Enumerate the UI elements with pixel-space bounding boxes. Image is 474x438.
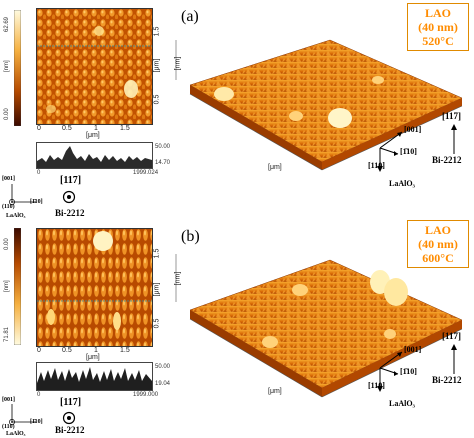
y-tick-b-1: 1.5 bbox=[153, 248, 161, 259]
x-tick-a-2: 0.5 bbox=[62, 125, 72, 132]
profile-b-rb: 19.04 bbox=[155, 381, 171, 387]
scale-unit-b: [nm] bbox=[4, 280, 10, 292]
scale-top-b: 0.00 bbox=[4, 238, 10, 250]
dir-b-110: [110] bbox=[368, 381, 385, 390]
legend-a-110: (110) bbox=[2, 204, 15, 210]
x-tick-a-3: 1 bbox=[94, 125, 98, 132]
lao-box-a: LAO (40 nm) 520°C bbox=[407, 3, 469, 51]
profile-a-right: 1999.024 bbox=[133, 170, 159, 176]
scale-bottom-a: 0.00 bbox=[4, 108, 10, 120]
panel-label-a: (a) bbox=[181, 8, 199, 25]
line-profile-b bbox=[36, 362, 153, 391]
dir-a-1bar10: [1̄10] bbox=[400, 147, 417, 156]
x-tick-a-4: 1.5 bbox=[120, 125, 130, 132]
out-of-plane-icon-a bbox=[62, 190, 76, 209]
legend-b-001: [001] bbox=[2, 397, 15, 403]
legend-b-substrate: LaAlO₃ bbox=[6, 431, 26, 437]
x-unit-a: [μm] bbox=[86, 132, 100, 139]
dir-b-bi: Bi-2212 bbox=[432, 375, 462, 385]
legend-a-117: [117] bbox=[60, 175, 82, 186]
lao-b-line2: (40 nm) bbox=[418, 237, 458, 251]
afm-2d-image-b bbox=[36, 228, 153, 347]
afm-3d-surface-b bbox=[172, 240, 472, 420]
lao-box-b: LAO (40 nm) 600°C bbox=[407, 220, 469, 268]
lao-a-line1: LAO bbox=[424, 6, 451, 20]
axis-3d-y-a: [μm] bbox=[268, 164, 282, 171]
dir-a-bi: Bi-2212 bbox=[432, 155, 462, 165]
legend-b-bi: Bi-2212 bbox=[55, 425, 85, 435]
scale-top-a: 62.69 bbox=[4, 16, 10, 32]
scale-unit-a: [nm] bbox=[4, 60, 10, 72]
y-tick-a-2: [μm] bbox=[153, 58, 161, 73]
y-tick-a-1: 1.5 bbox=[153, 26, 161, 37]
axis-3d-y-b: [μm] bbox=[268, 388, 282, 395]
dir-b-substrate: LaAlO₃ bbox=[389, 399, 415, 408]
legend-a-001: [001] bbox=[2, 176, 15, 182]
dir-a-001: [001] bbox=[404, 125, 422, 134]
profile-a-rt: 50.00 bbox=[155, 144, 171, 150]
x-tick-b-3: 1 bbox=[94, 347, 98, 354]
orientation-legend-b bbox=[6, 392, 46, 432]
legend-a-bi: Bi-2212 bbox=[55, 208, 85, 218]
x-tick-b-4: 1.5 bbox=[120, 347, 130, 354]
dir-b-117: [117] bbox=[442, 331, 461, 341]
y-tick-a-3: 0.5 bbox=[153, 94, 161, 105]
profile-b-rt: 50.00 bbox=[155, 364, 171, 370]
out-of-plane-icon-b bbox=[62, 411, 76, 430]
y-tick-b-2: [μm] bbox=[153, 282, 161, 297]
arrow-up-b bbox=[450, 344, 458, 379]
legend-b-1bar10: [1̄10] bbox=[30, 419, 43, 425]
orientation-legend-a bbox=[6, 172, 46, 212]
color-scale-a bbox=[13, 9, 22, 127]
legend-b-117: [117] bbox=[60, 397, 82, 408]
lao-b-line3: 600°C bbox=[422, 251, 454, 265]
line-profile-a bbox=[36, 142, 153, 169]
afm-3d-surface-a bbox=[172, 20, 472, 195]
dir-b-1bar10: [1̄10] bbox=[400, 367, 417, 376]
profile-a-left: 0 bbox=[37, 170, 41, 176]
direction-axes-a bbox=[372, 118, 432, 178]
profile-b-left: 0 bbox=[37, 392, 41, 398]
profile-a-rb: 14.70 bbox=[155, 160, 171, 166]
dir-a-110: [110] bbox=[368, 161, 385, 170]
legend-a-substrate: LaAlO₃ bbox=[6, 213, 26, 219]
profile-b-right: 1999.000 bbox=[133, 392, 159, 398]
color-scale-b bbox=[13, 227, 22, 346]
direction-axes-b bbox=[372, 338, 432, 398]
x-unit-b: [μm] bbox=[86, 354, 100, 361]
dir-a-117: [117] bbox=[442, 111, 461, 121]
arrow-up-a bbox=[450, 124, 458, 159]
axis-z-b: [nm] bbox=[174, 271, 182, 286]
scale-bottom-b: 71.81 bbox=[4, 326, 10, 342]
lao-a-line2: (40 nm) bbox=[418, 20, 458, 34]
dir-b-001: [001] bbox=[404, 345, 422, 354]
lao-a-line3: 520°C bbox=[422, 34, 454, 48]
x-tick-b-2: 0.5 bbox=[62, 347, 72, 354]
legend-b-110: (110) bbox=[2, 424, 15, 430]
axis-z-a: [nm] bbox=[174, 56, 182, 71]
x-tick-b-1: 0 bbox=[37, 347, 41, 354]
panel-label-b: (b) bbox=[181, 228, 200, 245]
legend-a-1bar10: [1̄10] bbox=[30, 199, 43, 205]
lao-b-line1: LAO bbox=[424, 223, 451, 237]
y-tick-b-3: 0.5 bbox=[153, 318, 161, 329]
afm-2d-image-a bbox=[36, 8, 153, 125]
x-tick-a-1: 0 bbox=[37, 125, 41, 132]
dir-a-substrate: LaAlO₃ bbox=[389, 179, 415, 188]
